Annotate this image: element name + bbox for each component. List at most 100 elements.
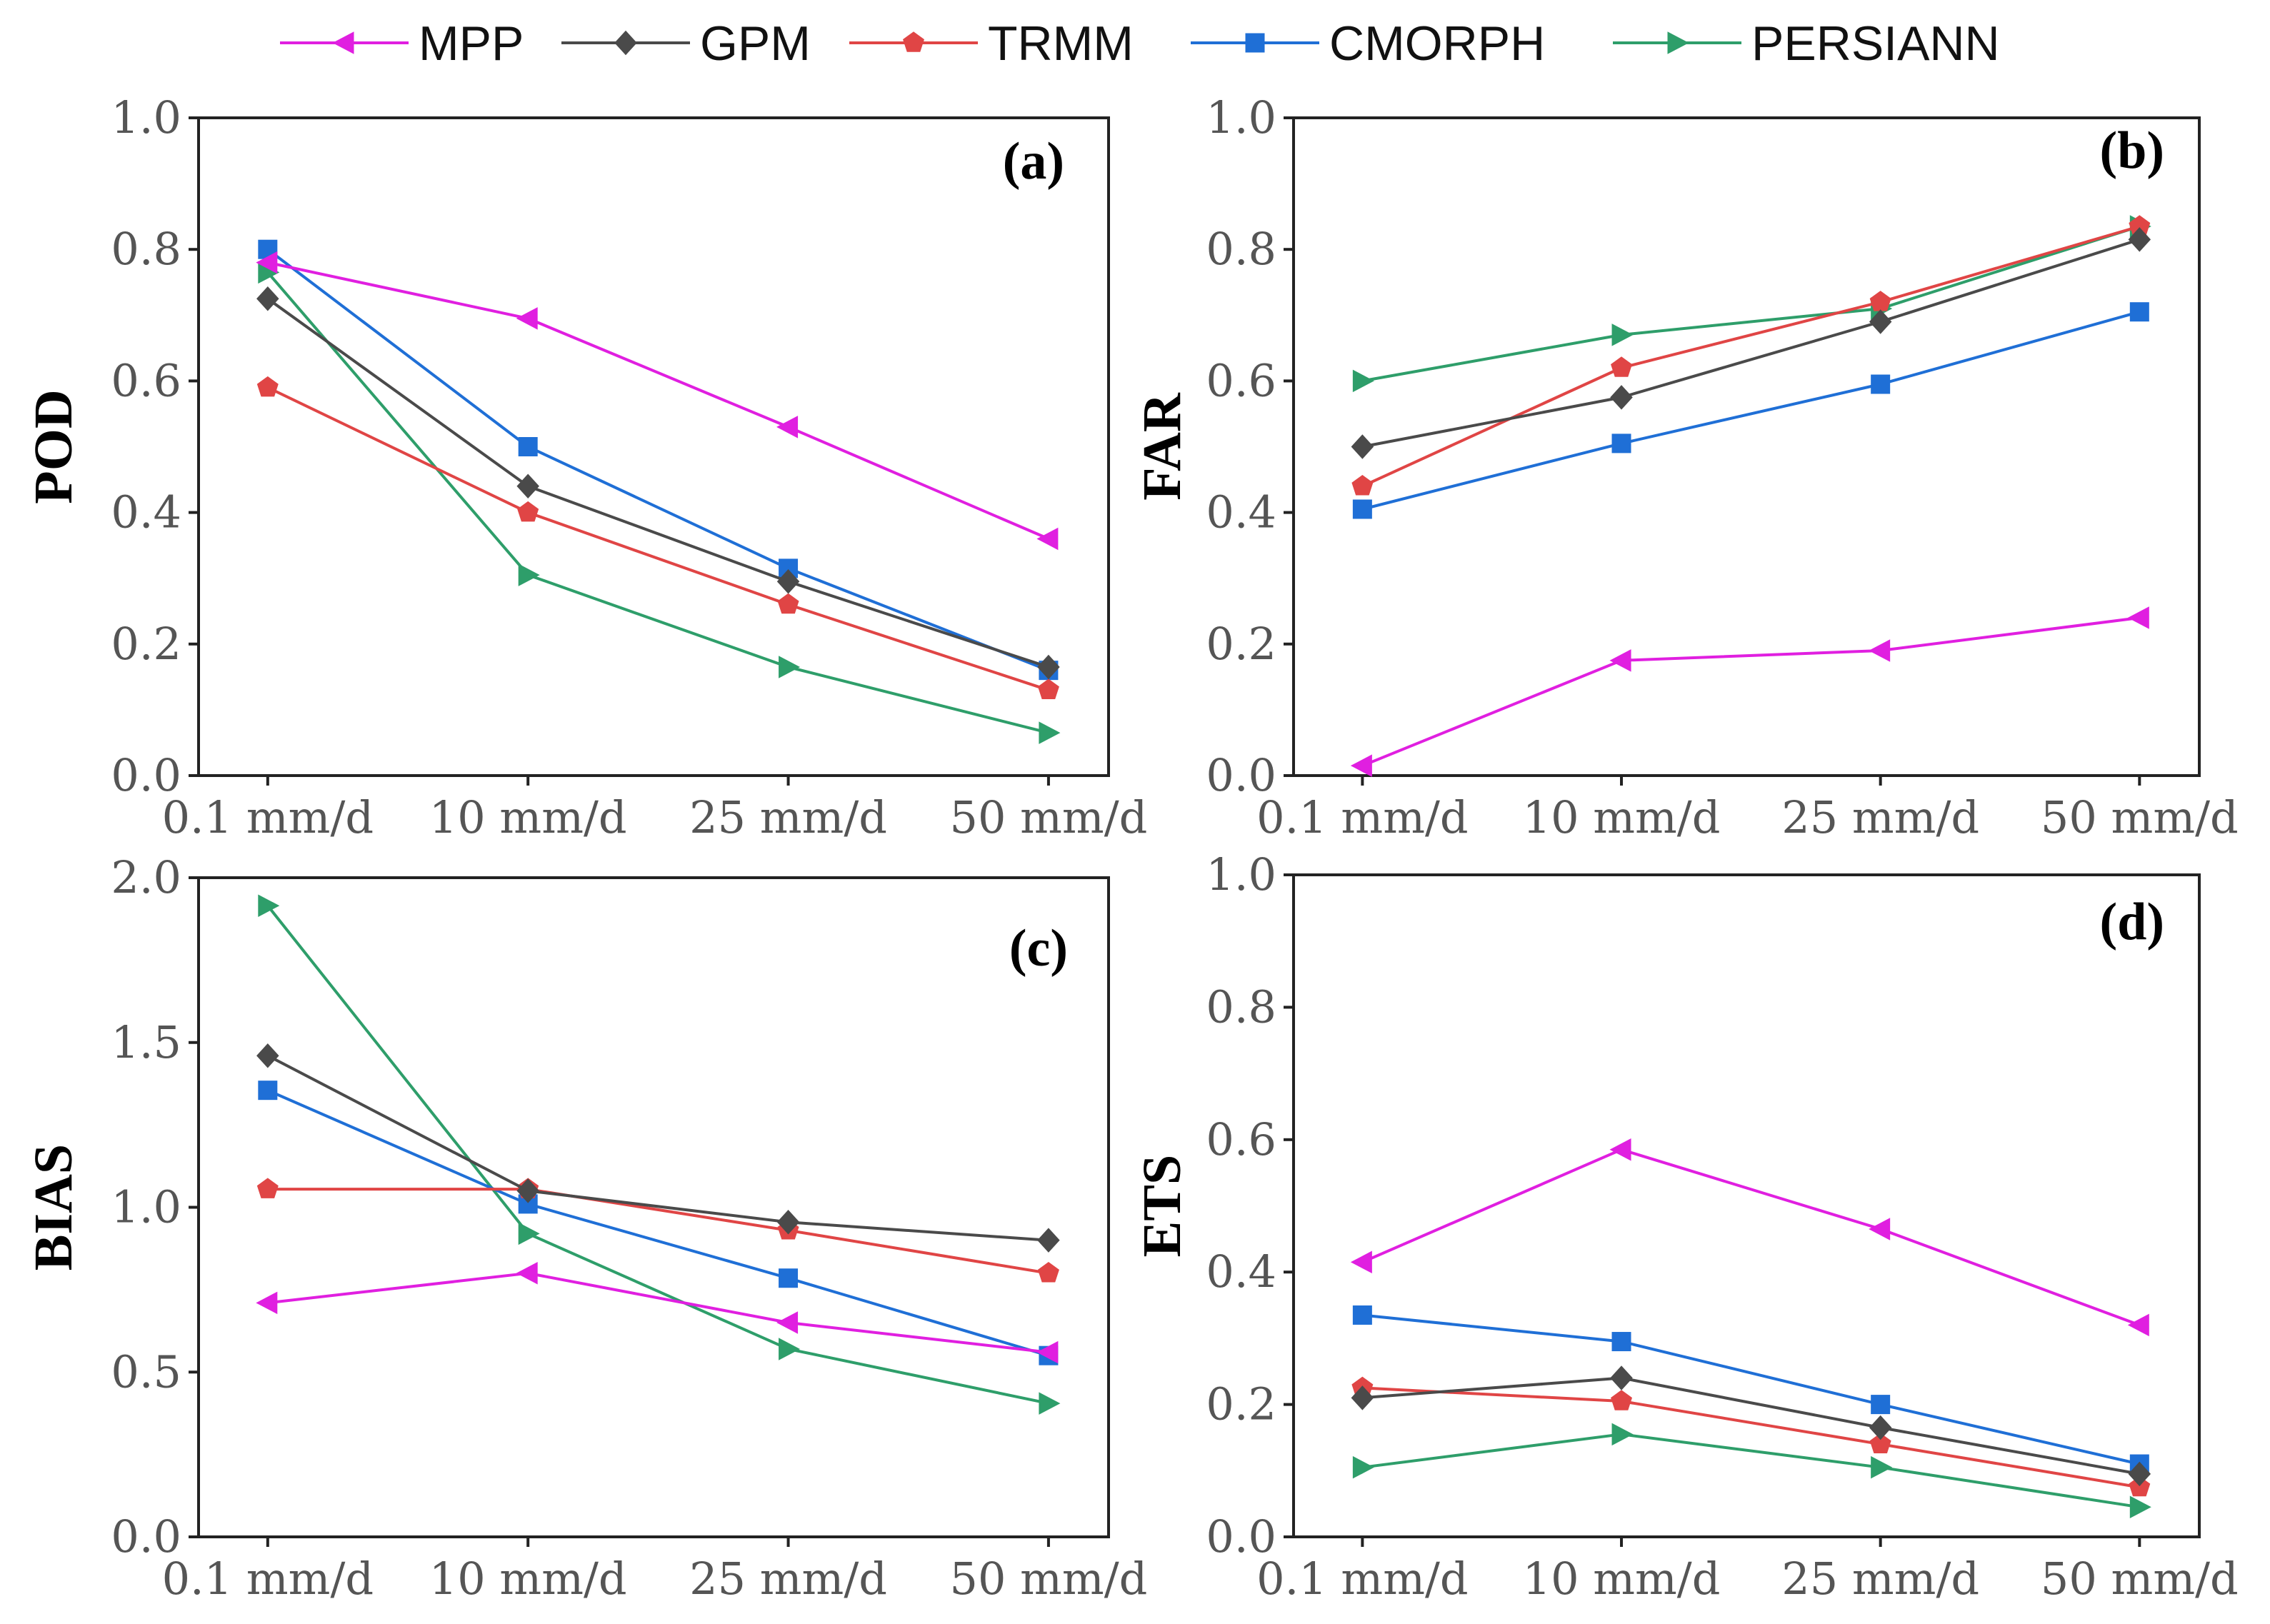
data-point-persiann bbox=[1352, 1455, 1374, 1479]
data-point-trmm bbox=[1611, 1390, 1632, 1410]
chart-panels: 0.0 0.2 0.4 0.6 0.8 1.0 0.1 mm/d 10 mm/d 25 mm/d… bbox=[24, 91, 2239, 1605]
series-line-persiann bbox=[1362, 1433, 2140, 1509]
panel-far: 0.0 0.2 0.4 0.6 0.8 1.0 0.1 mm/d 10 mm/d 25 mm/d… bbox=[1132, 91, 2239, 843]
data-point-trmm bbox=[256, 376, 279, 397]
y-axis-title-ets: ETS bbox=[1132, 1155, 1192, 1258]
data-point-gpm bbox=[1351, 1385, 1374, 1410]
y-axis-title-far: FAR bbox=[1132, 392, 1192, 501]
data-point-mpp bbox=[516, 307, 538, 330]
data-point-gpm bbox=[1610, 1365, 1633, 1390]
data-point-persiann bbox=[518, 563, 540, 586]
x-tick-label: 10 mm/d bbox=[1523, 791, 1721, 843]
y-tick-label: 0.5 bbox=[111, 1345, 181, 1398]
data-point-mpp bbox=[776, 416, 799, 438]
legend-marker-gpm bbox=[614, 30, 637, 56]
series-line-gpm bbox=[1362, 1376, 2140, 1475]
legend-entry-persiann: PERSIANN bbox=[1613, 16, 2000, 71]
data-point-persiann bbox=[1871, 1455, 1893, 1479]
series-cmorph-far bbox=[1352, 302, 2149, 519]
series-cmorph-pod bbox=[258, 239, 1059, 681]
legend-marker-trmm bbox=[903, 31, 924, 52]
legend-label-gpm: GPM bbox=[700, 16, 811, 71]
y-axis-title-bias: BIAS bbox=[24, 1144, 84, 1270]
data-point-mpp bbox=[1869, 1218, 1891, 1240]
data-point-mpp bbox=[516, 1262, 538, 1285]
x-tick-label: 0.1 mm/d bbox=[162, 791, 374, 843]
data-point-gpm bbox=[1037, 1228, 1060, 1253]
x-tick-label: 0.1 mm/d bbox=[1256, 1553, 1468, 1605]
data-point-gpm bbox=[516, 473, 539, 499]
y-axis-title-pod: POD bbox=[24, 389, 84, 503]
data-point-gpm bbox=[1351, 434, 1374, 459]
series-trmm-pod bbox=[256, 376, 1059, 700]
y-tick-label: 1.0 bbox=[111, 1181, 181, 1233]
plot-frame-ets bbox=[1292, 873, 2201, 1538]
series-mpp-far bbox=[1350, 606, 2149, 777]
data-point-gpm bbox=[516, 1178, 539, 1203]
x-tick-label: 25 mm/d bbox=[1781, 791, 1979, 843]
data-point-gpm bbox=[776, 569, 800, 594]
data-point-trmm bbox=[1869, 1433, 1891, 1453]
legend-entry-cmorph: CMORPH bbox=[1191, 16, 1545, 71]
plot-frame-pod bbox=[197, 116, 1110, 777]
series-gpm-bias bbox=[256, 1043, 1060, 1253]
data-point-cmorph bbox=[2129, 302, 2149, 322]
legend-label-mpp: MPP bbox=[419, 16, 524, 71]
data-point-trmm bbox=[517, 501, 539, 522]
data-point-gpm bbox=[256, 286, 279, 311]
series-mpp-ets bbox=[1350, 1138, 2149, 1337]
legend-marker-persiann bbox=[1667, 31, 1689, 54]
legend: MPP GPM TRMM CMORPH PERSIANN bbox=[280, 16, 2000, 71]
legend-label-cmorph: CMORPH bbox=[1329, 16, 1545, 71]
panel-pod: 0.0 0.2 0.4 0.6 0.8 1.0 0.1 mm/d 10 mm/d 25 mm/d… bbox=[24, 91, 1147, 843]
panel-bias: 0.0 0.5 1.0 1.5 2.0 0.1 mm/d 10 mm/d 25 mm/d 50 … bbox=[24, 851, 1147, 1605]
x-tick-label: 50 mm/d bbox=[950, 791, 1148, 843]
data-point-mpp bbox=[1869, 639, 1891, 662]
legend-entry-trmm: TRMM bbox=[849, 16, 1134, 71]
data-point-cmorph bbox=[1871, 1395, 1891, 1415]
data-point-trmm bbox=[2129, 215, 2151, 236]
data-point-gpm bbox=[1869, 309, 1892, 334]
series-line-gpm bbox=[1362, 238, 2140, 448]
data-point-mpp bbox=[776, 1311, 799, 1334]
series-trmm-bias bbox=[256, 1178, 1059, 1283]
series-persiann-bias bbox=[258, 894, 1061, 1415]
series-gpm-ets bbox=[1351, 1365, 2151, 1487]
y-tick-label: 0.8 bbox=[1206, 223, 1276, 275]
series-line-cmorph bbox=[1362, 1313, 2140, 1465]
data-point-cmorph bbox=[1611, 1332, 1631, 1352]
series-trmm-ets bbox=[1351, 1376, 2151, 1497]
series-line-trmm bbox=[267, 1188, 1049, 1275]
data-point-mpp bbox=[1350, 1250, 1372, 1274]
data-point-mpp bbox=[1609, 649, 1631, 672]
x-tick-label: 0.1 mm/d bbox=[1256, 791, 1468, 843]
data-point-gpm bbox=[1037, 654, 1060, 680]
series-line-trmm bbox=[1362, 1386, 2140, 1489]
data-point-trmm bbox=[1351, 475, 1374, 496]
data-point-persiann bbox=[1039, 1392, 1061, 1415]
y-tick-label: 0.8 bbox=[111, 223, 181, 275]
series-gpm-pod bbox=[256, 286, 1060, 680]
data-point-gpm bbox=[776, 1210, 800, 1235]
data-point-mpp bbox=[1350, 754, 1372, 777]
x-tick-label: 50 mm/d bbox=[950, 1553, 1148, 1605]
legend-entry-mpp: MPP bbox=[280, 16, 524, 71]
series-cmorph-bias bbox=[258, 1081, 1059, 1365]
x-tick-label: 10 mm/d bbox=[429, 791, 627, 843]
data-point-persiann bbox=[1039, 721, 1061, 744]
y-tick-label: 1.0 bbox=[111, 91, 181, 144]
data-point-cmorph bbox=[258, 1081, 278, 1101]
y-tick-label: 0.0 bbox=[111, 749, 181, 801]
data-point-persiann bbox=[1611, 324, 1634, 346]
y-tick-label: 0.4 bbox=[111, 486, 181, 538]
y-tick-label: 1.0 bbox=[1206, 91, 1276, 144]
data-point-cmorph bbox=[1871, 374, 1891, 394]
series-line-mpp bbox=[267, 1271, 1049, 1354]
data-point-cmorph bbox=[518, 437, 538, 456]
y-tick-label: 0.6 bbox=[111, 354, 181, 406]
data-point-persiann bbox=[1611, 1423, 1634, 1446]
data-point-persiann bbox=[258, 261, 280, 284]
y-tick-label: 0.2 bbox=[1206, 1378, 1276, 1430]
data-point-persiann bbox=[518, 1222, 540, 1245]
y-tick-label: 0.0 bbox=[1206, 1510, 1276, 1563]
